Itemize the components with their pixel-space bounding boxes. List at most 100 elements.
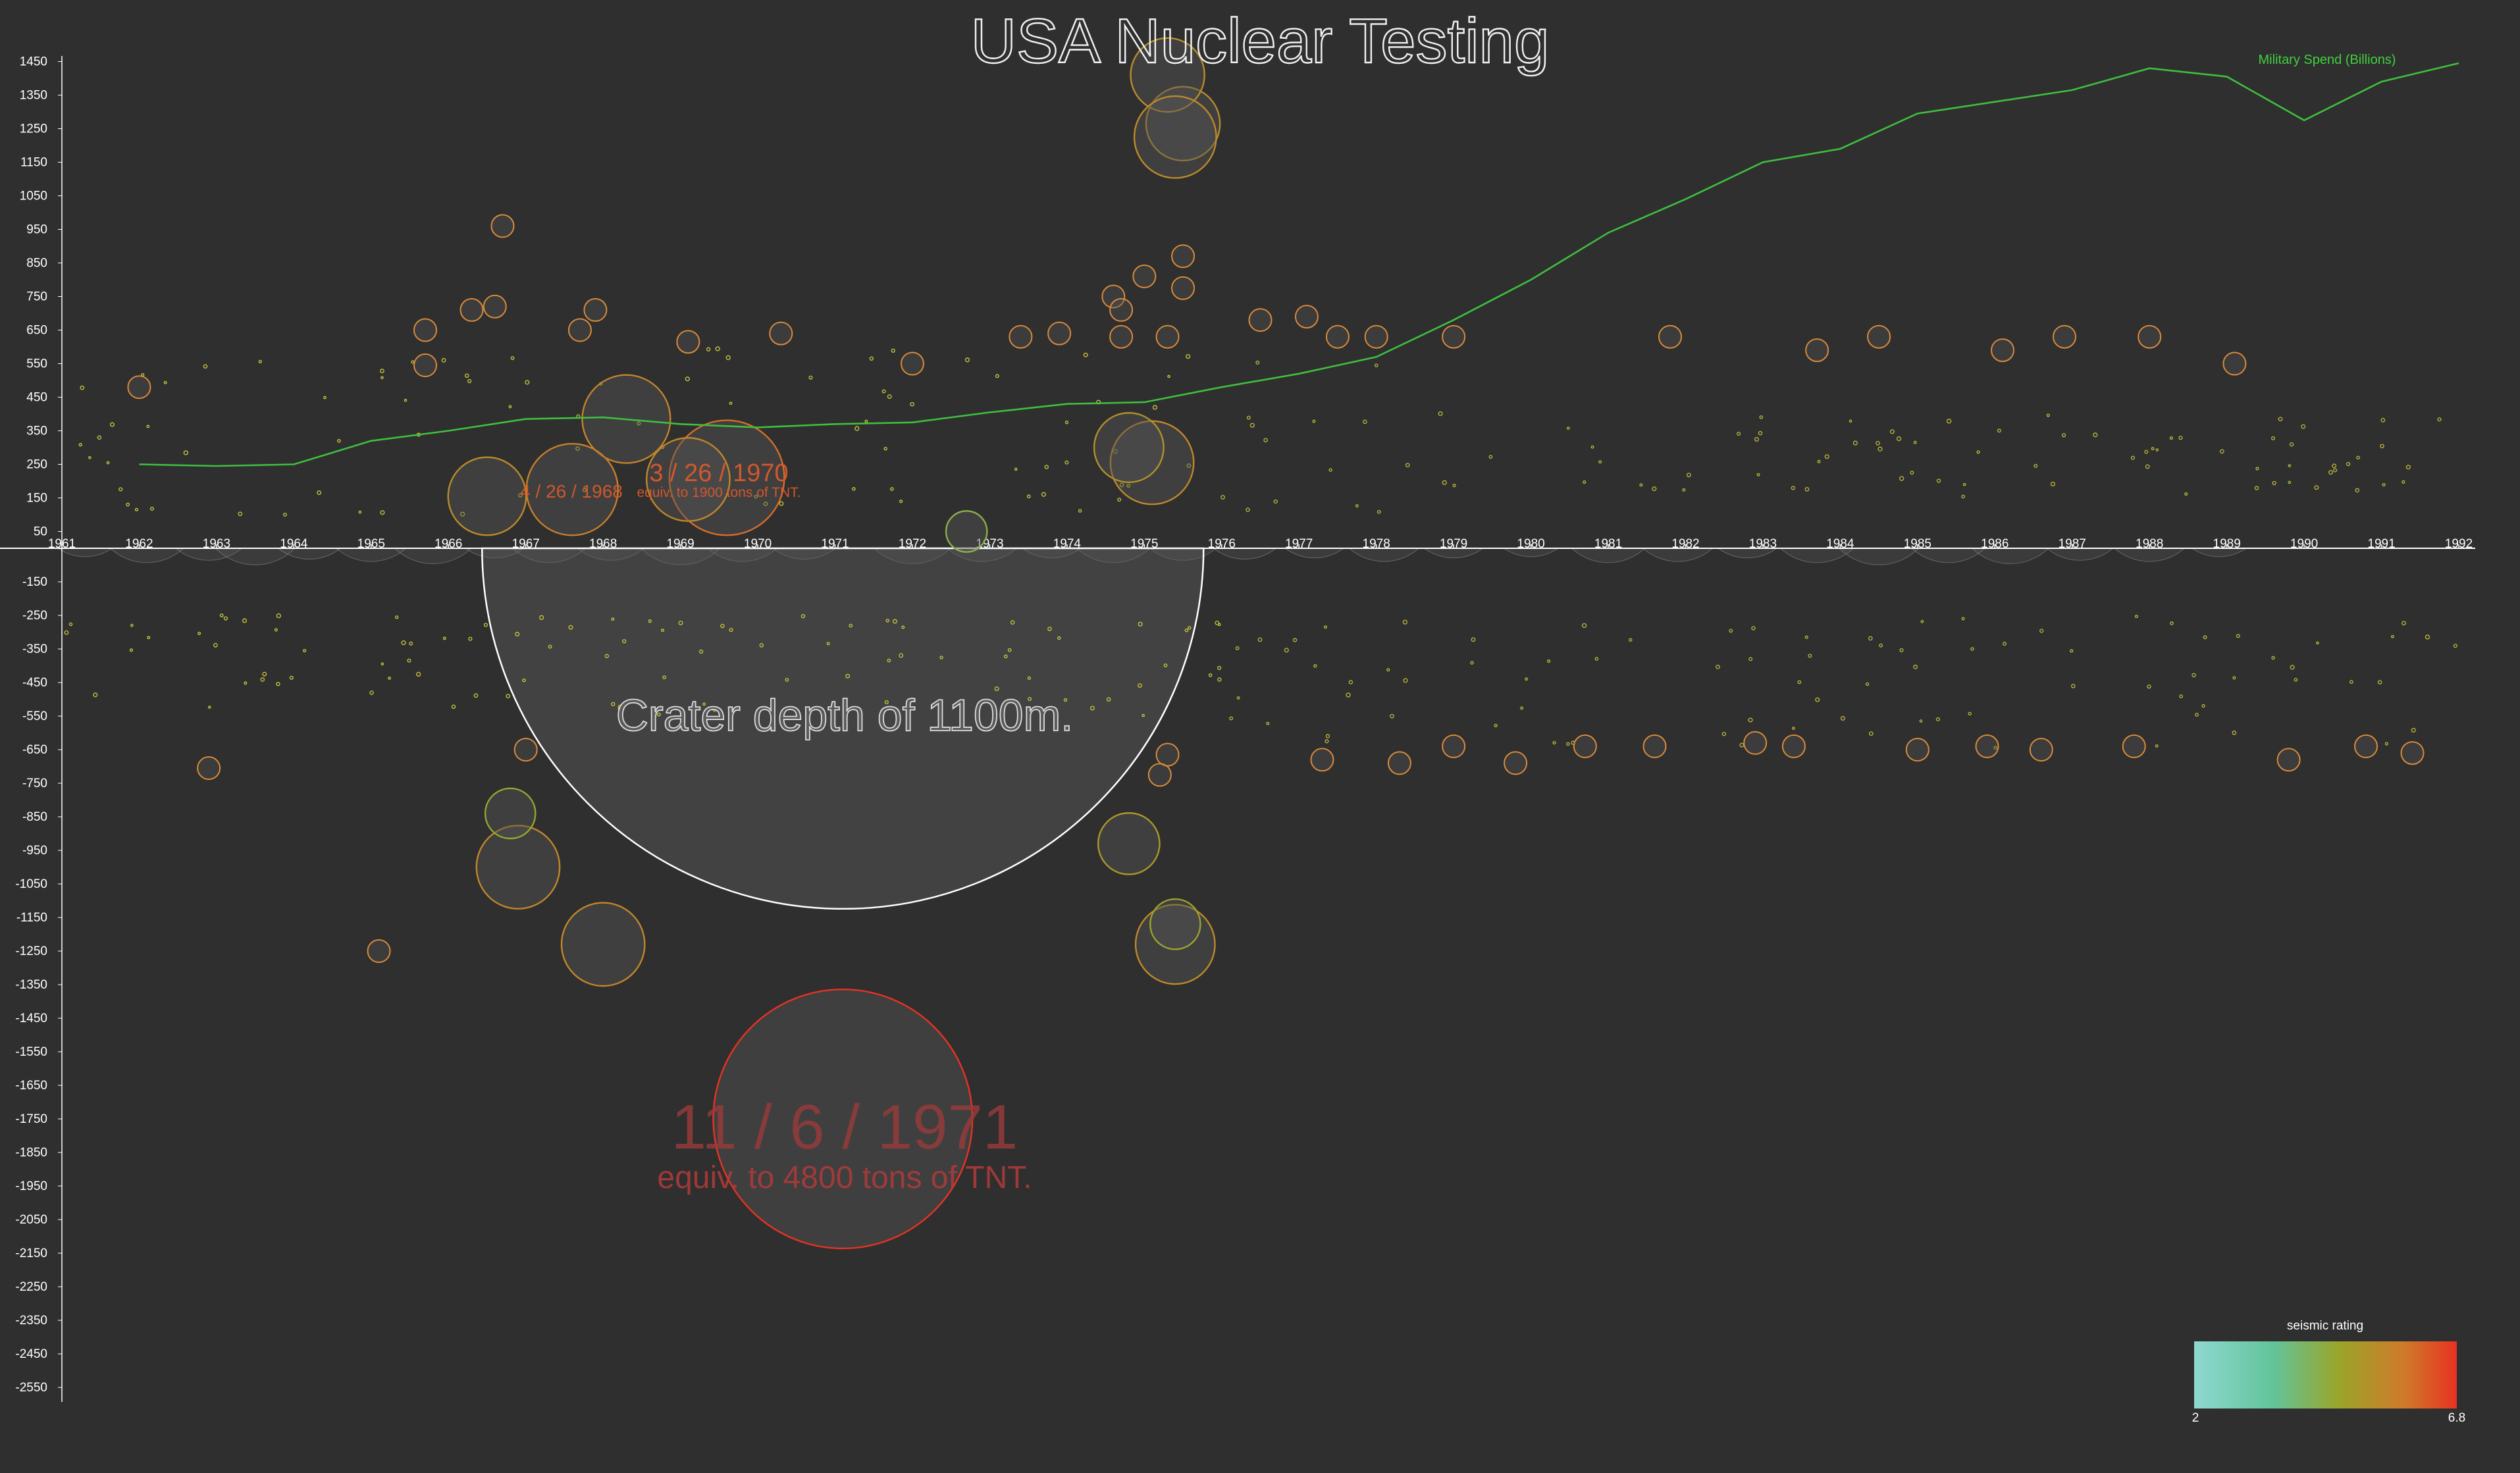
- seismic-legend: seismic rating 2 6.8: [2192, 1319, 2466, 1425]
- test-bubble: [1573, 734, 1597, 758]
- y-tick-label: -250: [22, 609, 47, 623]
- test-dot: [2349, 680, 2353, 685]
- test-dot: [660, 629, 665, 633]
- test-dot: [525, 380, 530, 385]
- test-bubble: [513, 738, 538, 762]
- test-dot: [729, 628, 733, 633]
- test-dot: [1852, 440, 1858, 446]
- test-dot: [1010, 620, 1015, 625]
- test-bubble: [2122, 734, 2146, 758]
- test-dot: [1759, 415, 1763, 419]
- test-dot: [1138, 621, 1143, 627]
- surface-mask: [0, 0, 2520, 548]
- test-dot: [1797, 680, 1802, 685]
- test-dot: [1877, 446, 1883, 452]
- test-dot: [381, 376, 384, 380]
- test-dot: [801, 613, 806, 619]
- test-bubble: [769, 321, 793, 346]
- y-tick-label: -2550: [15, 1381, 47, 1395]
- axes: 1961 1962 1963 1964 1965 1966 1967 1968 1969 1970…: [0, 55, 2475, 1402]
- test-dot: [93, 692, 98, 698]
- test-bubble-large: [1130, 37, 1205, 113]
- x-tick-label: 1980: [1517, 537, 1544, 551]
- test-bubble: [1504, 751, 1528, 775]
- test-bubble: [1047, 321, 1072, 346]
- test-dot: [2093, 432, 2098, 438]
- test-dot: [2034, 463, 2038, 468]
- y-tick-label: -1350: [15, 978, 47, 992]
- y-tick-label: 750: [26, 290, 47, 304]
- test-dot: [1868, 731, 1874, 736]
- test-dot: [2332, 463, 2337, 469]
- test-dot: [685, 376, 690, 382]
- test-dot: [1236, 696, 1240, 700]
- test-dot: [1808, 654, 1812, 658]
- x-tick-label: 1975: [1130, 537, 1158, 551]
- test-dot: [1292, 638, 1298, 642]
- test-dot: [548, 644, 552, 649]
- test-dot: [1386, 667, 1390, 672]
- test-dot: [2145, 464, 2150, 469]
- x-tick-label: 1976: [1208, 537, 1236, 551]
- test-dot: [1896, 436, 1902, 442]
- x-tick-label: 1974: [1053, 537, 1082, 551]
- test-dot: [1273, 499, 1278, 504]
- test-dot: [1968, 711, 1972, 715]
- y-tick-label: -1450: [15, 1012, 47, 1025]
- test-bubble: [1991, 338, 2015, 363]
- y-tick-label: -750: [22, 777, 47, 790]
- test-dot: [2301, 424, 2306, 429]
- test-dot: [118, 487, 123, 492]
- crater-label: Crater depth of 1100m.: [616, 690, 1073, 740]
- test-dot: [1583, 480, 1587, 484]
- test-dot: [1962, 482, 1966, 486]
- test-dot: [126, 502, 130, 507]
- y-tick-label: 350: [26, 425, 47, 438]
- test-bubble: [483, 294, 507, 319]
- test-dot: [826, 642, 830, 646]
- x-tick-label: 1985: [1904, 537, 1931, 551]
- test-dot: [2328, 470, 2333, 475]
- y-tick-label: 1350: [20, 89, 47, 103]
- test-dot: [754, 494, 758, 499]
- test-dot: [2179, 694, 2183, 698]
- x-tick-label: 1989: [2213, 537, 2241, 551]
- test-dot: [1910, 471, 1914, 475]
- test-bubble: [127, 375, 151, 400]
- test-dot: [568, 625, 573, 630]
- test-dot: [1594, 657, 1599, 661]
- test-dot: [1899, 476, 1904, 481]
- test-bubble: [413, 353, 438, 378]
- test-dot: [1913, 440, 1917, 444]
- test-dot: [648, 619, 652, 623]
- y-tick-label: -2250: [15, 1280, 47, 1294]
- test-bubble: [2354, 734, 2378, 758]
- test-dot: [2155, 744, 2159, 748]
- test-dot: [720, 623, 725, 629]
- y-tick-label: -150: [22, 575, 47, 589]
- test-dot: [617, 704, 622, 710]
- test-bubble-large: [945, 510, 988, 553]
- test-dot: [2437, 417, 2442, 422]
- test-dot: [1876, 441, 1880, 446]
- test-bubble: [1743, 731, 1768, 755]
- test-dot: [1007, 648, 1012, 652]
- test-dot: [2192, 673, 2196, 678]
- test-dot: [1325, 734, 1330, 738]
- y-tick-label: -1550: [15, 1045, 47, 1059]
- test-dot: [416, 671, 421, 677]
- test-dot: [1249, 423, 1255, 428]
- test-dot: [1313, 664, 1317, 668]
- test-bubble-large: [475, 825, 561, 910]
- test-dot: [1152, 405, 1157, 410]
- spend-series-label: Military Spend (Billions): [2259, 53, 2396, 67]
- test-dot: [2425, 634, 2430, 640]
- test-dot: [759, 643, 764, 648]
- test-dot: [1106, 697, 1111, 702]
- test-dot: [1217, 623, 1221, 627]
- test-bubble-large: [1097, 812, 1161, 875]
- x-tick-label: 1984: [1826, 537, 1854, 551]
- legend-title: seismic rating: [2287, 1319, 2363, 1333]
- test-dot: [442, 636, 446, 640]
- test-dot: [2147, 685, 2151, 689]
